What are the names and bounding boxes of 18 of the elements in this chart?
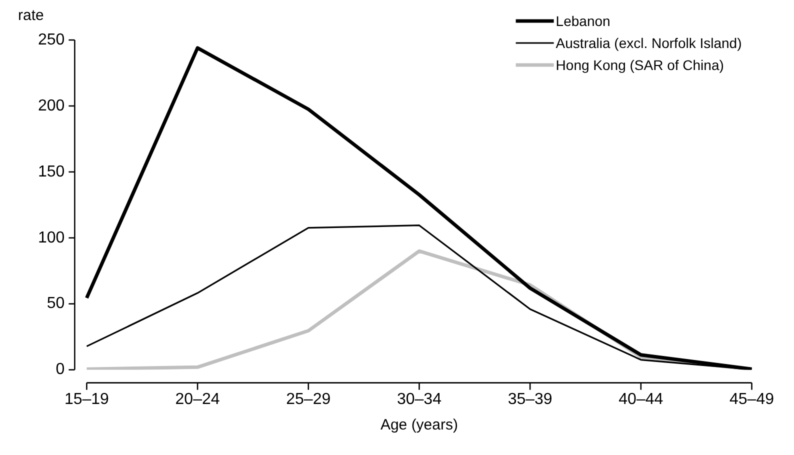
- x-axis-title: Age (years): [380, 416, 458, 434]
- y-tick-label: 250: [38, 31, 65, 48]
- x-tick-label: 15–19: [64, 390, 110, 408]
- legend-label: Hong Kong (SAR of China): [556, 56, 724, 73]
- x-tick-label: 20–24: [175, 390, 220, 408]
- x-tick-label: 30–34: [396, 390, 442, 408]
- x-tick-label: 35–39: [508, 390, 552, 408]
- x-tick-label: 25–29: [286, 390, 331, 408]
- y-tick-label: 100: [38, 229, 65, 246]
- x-tick-label: 45–49: [730, 390, 774, 408]
- y-tick-label: 150: [38, 163, 65, 180]
- y-tick-label: 50: [46, 295, 65, 312]
- y-tick-label: 200: [38, 97, 65, 114]
- x-tick-label: 40–44: [618, 390, 664, 408]
- legend-label: Lebanon: [556, 12, 610, 29]
- legend-label: Australia (excl. Norfolk Island): [556, 34, 742, 51]
- y-tick-label: 0: [56, 361, 65, 378]
- y-axis-title: rate: [18, 7, 44, 24]
